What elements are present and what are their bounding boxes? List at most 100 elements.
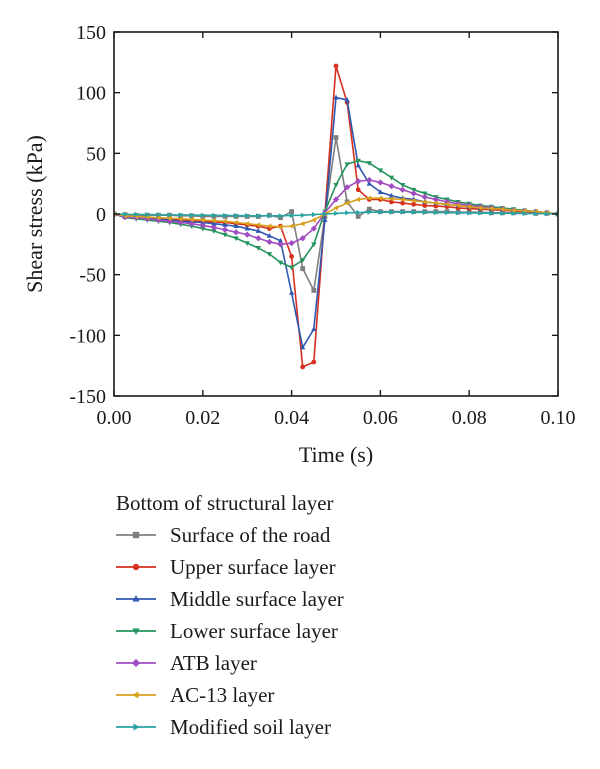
data-point	[433, 200, 438, 206]
data-point	[223, 212, 228, 219]
legend-marker	[132, 628, 140, 635]
data-point	[233, 219, 239, 226]
data-point	[388, 196, 394, 202]
data-point	[355, 196, 361, 203]
legend-label: AC-13 layer	[170, 683, 274, 707]
data-point	[456, 210, 461, 216]
x-tick-label: 0.04	[274, 407, 309, 429]
data-point	[355, 162, 361, 168]
data-point	[522, 210, 528, 217]
data-point	[123, 211, 128, 218]
x-tick-label: 0.06	[363, 407, 398, 429]
data-point	[145, 211, 151, 218]
data-point	[311, 359, 317, 365]
data-point	[245, 213, 251, 219]
data-point	[200, 212, 206, 218]
y-tick-label: 50	[86, 143, 106, 165]
data-point	[355, 214, 361, 219]
legend-marker	[132, 531, 140, 539]
data-point	[422, 203, 428, 208]
data-point	[300, 266, 306, 271]
legend-label: Middle surface layer	[170, 587, 344, 611]
data-point	[210, 224, 218, 231]
data-point	[189, 212, 195, 218]
data-point	[188, 220, 195, 227]
data-point	[355, 158, 361, 164]
data-point	[244, 221, 250, 227]
legend-item-upper-surface-layer: Upper surface layer	[116, 555, 336, 579]
data-point	[377, 179, 384, 186]
data-point	[311, 211, 317, 218]
data-point	[277, 237, 284, 243]
data-point	[221, 226, 229, 233]
legend-item-modified-soil-layer: Modified soil layer	[116, 715, 331, 739]
legend-marker	[131, 658, 141, 668]
data-point	[400, 200, 405, 206]
data-point	[255, 246, 261, 251]
data-point	[167, 212, 173, 218]
data-point	[200, 219, 206, 225]
data-point	[355, 187, 361, 193]
data-point	[488, 205, 494, 212]
data-point	[222, 232, 228, 238]
data-point	[300, 212, 306, 218]
data-point	[378, 209, 384, 215]
data-point	[344, 97, 350, 102]
data-point	[367, 209, 373, 215]
data-point	[233, 223, 239, 229]
data-point	[422, 191, 428, 197]
data-point	[211, 220, 217, 226]
x-tick-label: 0.02	[185, 407, 220, 429]
data-point	[266, 238, 273, 246]
data-point	[421, 199, 427, 205]
data-point	[277, 241, 284, 248]
data-point	[499, 206, 505, 212]
data-point	[344, 200, 350, 206]
data-point	[333, 205, 338, 211]
data-point	[411, 187, 417, 193]
data-point	[267, 213, 273, 219]
data-point	[255, 228, 261, 233]
data-point	[278, 215, 283, 221]
data-point	[311, 242, 317, 248]
data-point	[211, 229, 217, 234]
data-point	[445, 210, 450, 216]
data-point	[188, 216, 194, 223]
data-point	[500, 210, 506, 216]
data-point	[388, 175, 395, 181]
data-point	[299, 221, 305, 227]
data-point	[410, 190, 417, 197]
data-point	[400, 209, 406, 215]
data-point	[334, 210, 339, 217]
series-lower-surface-layer	[114, 158, 558, 271]
legend-item-lower-surface-layer: Lower surface layer	[116, 619, 338, 643]
data-point	[178, 212, 184, 218]
data-point	[366, 161, 372, 166]
data-point	[511, 210, 517, 217]
data-point	[278, 213, 284, 219]
data-point	[300, 364, 306, 370]
data-point	[521, 208, 527, 214]
data-point	[533, 210, 539, 217]
data-point	[344, 162, 350, 168]
data-point	[355, 178, 362, 185]
data-point	[333, 63, 339, 69]
data-point	[266, 232, 273, 238]
x-tick-label: 0.08	[452, 407, 487, 429]
data-point	[366, 206, 372, 212]
data-point	[289, 209, 294, 214]
data-point	[277, 260, 284, 266]
legend-label: Upper surface layer	[170, 555, 336, 579]
legend-marker	[133, 723, 140, 731]
data-point	[411, 201, 417, 207]
data-point	[356, 209, 362, 216]
data-point	[410, 198, 416, 204]
data-point	[377, 195, 383, 201]
data-point	[177, 216, 183, 222]
data-point	[299, 235, 306, 242]
data-point	[399, 182, 406, 188]
y-tick-label: -100	[69, 325, 106, 347]
legend-marker	[132, 595, 140, 602]
data-point	[377, 189, 384, 195]
